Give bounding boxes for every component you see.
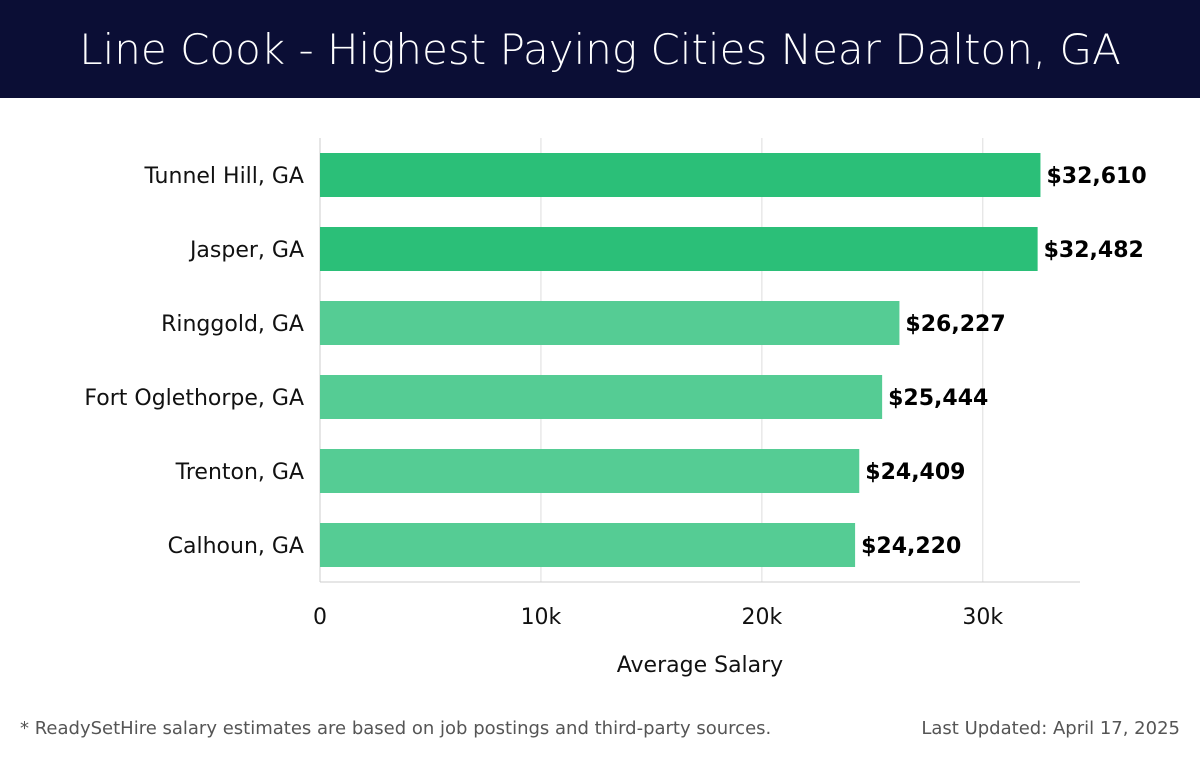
value-label-5: $24,220 [861,534,961,559]
category-label-4: Trenton, GA [175,460,304,485]
chart-title: Line Cook - Highest Paying Cities Near D… [79,24,1121,74]
category-label-3: Fort Oglethorpe, GA [84,386,304,411]
x-tick-label-0: 0 [313,605,327,630]
x-tick-label-2: 20k [741,605,782,630]
value-label-0: $32,610 [1046,164,1146,189]
x-tick-label-1: 10k [521,605,562,630]
category-label-1: Jasper, GA [188,238,304,263]
bar-2 [320,301,900,345]
bar-3 [320,375,883,419]
value-label-4: $24,409 [865,460,965,485]
category-label-5: Calhoun, GA [168,534,304,559]
title-bar: Line Cook - Highest Paying Cities Near D… [0,0,1200,98]
x-axis-title: Average Salary [617,653,783,678]
value-label-3: $25,444 [888,386,988,411]
last-updated: Last Updated: April 17, 2025 [921,718,1180,739]
category-label-0: Tunnel Hill, GA [143,164,304,189]
bar-1 [320,227,1038,271]
category-label-2: Ringgold, GA [161,312,304,337]
value-label-2: $26,227 [905,312,1005,337]
bar-4 [320,449,860,493]
footer-note: * ReadySetHire salary estimates are base… [20,718,772,739]
value-label-1: $32,482 [1044,238,1144,263]
bar-5 [320,523,856,567]
x-tick-label-3: 30k [962,605,1003,630]
bar-chart: Tunnel Hill, GA $32,610 Jasper, GA $32,482 R… [84,138,1147,678]
bar-0 [320,153,1041,197]
